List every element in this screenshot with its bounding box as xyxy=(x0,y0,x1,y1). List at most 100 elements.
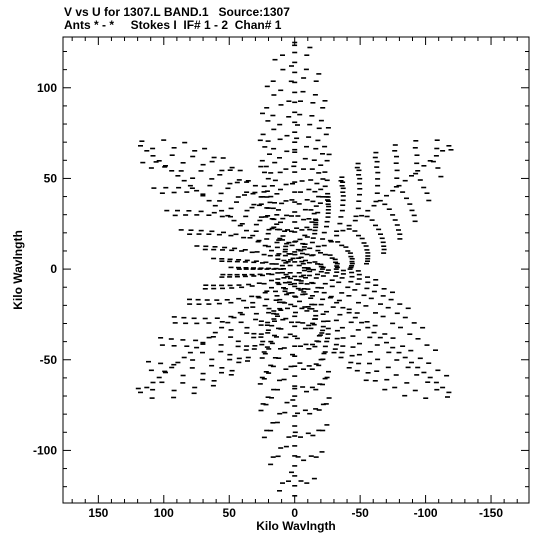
uv-point xyxy=(227,276,233,278)
uv-point xyxy=(257,383,263,385)
uv-point xyxy=(305,306,311,308)
uv-point xyxy=(375,178,381,180)
uv-point xyxy=(289,292,295,294)
y-tick-label: 100 xyxy=(37,81,57,95)
uv-point xyxy=(242,194,247,196)
uv-point xyxy=(261,378,267,380)
uv-point xyxy=(270,114,276,117)
uv-point xyxy=(263,216,269,218)
uv-point xyxy=(243,268,249,270)
uv-point xyxy=(281,277,287,279)
uv-point xyxy=(292,387,298,390)
uv-point xyxy=(349,354,355,357)
uv-point xyxy=(252,191,258,194)
uv-point xyxy=(284,134,290,137)
uv-point xyxy=(206,336,212,339)
uv-point xyxy=(380,295,386,297)
uv-point xyxy=(307,228,313,231)
uv-point xyxy=(236,259,242,261)
uv-point xyxy=(228,215,233,218)
uv-point xyxy=(402,316,408,319)
uv-point xyxy=(289,230,294,233)
uv-point xyxy=(219,169,225,172)
uv-point xyxy=(228,234,234,237)
uv-point xyxy=(284,242,290,245)
uv-point xyxy=(304,482,310,484)
uv-point xyxy=(209,230,215,233)
uv-point xyxy=(438,175,444,178)
uv-point xyxy=(390,337,396,339)
x-tick-label: 150 xyxy=(88,506,108,520)
uv-point xyxy=(210,336,216,338)
uv-point xyxy=(320,266,326,269)
uv-point xyxy=(397,238,403,240)
uv-point xyxy=(298,280,304,282)
uv-point xyxy=(290,257,296,260)
uv-point xyxy=(311,159,317,161)
uv-point xyxy=(313,291,319,293)
uv-point xyxy=(409,209,415,212)
axis-ticks: 150 100 50 0 -50 -100 -150 100 50 0 -50 -100 xyxy=(33,37,529,520)
uv-point xyxy=(302,208,308,211)
uv-point xyxy=(415,170,421,172)
uv-point xyxy=(331,351,337,354)
uv-point xyxy=(275,228,280,231)
uv-point xyxy=(265,321,271,324)
uv-point xyxy=(284,150,290,153)
uv-point xyxy=(396,184,402,187)
uv-point xyxy=(186,210,192,212)
uv-point xyxy=(372,380,378,382)
uv-point xyxy=(433,381,439,384)
uv-point xyxy=(296,272,302,274)
uv-point xyxy=(277,307,283,310)
uv-point xyxy=(340,345,346,347)
uv-point xyxy=(440,150,446,152)
uv-point xyxy=(346,295,352,297)
uv-point xyxy=(278,268,284,270)
uv-point xyxy=(322,282,328,285)
uv-point xyxy=(322,185,328,188)
uv-point xyxy=(267,153,272,155)
uv-point xyxy=(259,343,265,346)
uv-point xyxy=(209,160,215,163)
uv-point xyxy=(393,374,399,376)
uv-point xyxy=(292,405,298,407)
uv-point xyxy=(369,219,375,221)
uv-point xyxy=(260,133,266,136)
uv-point xyxy=(187,351,193,354)
uv-point xyxy=(320,153,325,155)
uv-point xyxy=(318,263,324,266)
uv-point xyxy=(308,297,314,299)
uv-point xyxy=(261,253,267,256)
uv-point xyxy=(319,287,324,289)
uv-point xyxy=(279,202,285,205)
uv-point xyxy=(196,303,202,305)
uv-point xyxy=(237,311,243,314)
uv-point xyxy=(292,315,298,318)
uv-point xyxy=(235,340,241,343)
uv-point xyxy=(263,371,269,373)
uv-point xyxy=(301,459,307,462)
uv-point xyxy=(324,376,330,379)
uv-point xyxy=(365,281,371,284)
uv-point xyxy=(386,351,392,354)
uv-point xyxy=(236,357,242,360)
uv-point xyxy=(434,139,440,141)
uv-point xyxy=(315,249,321,252)
uv-point xyxy=(276,253,282,255)
uv-point xyxy=(373,224,378,227)
uv-point xyxy=(346,308,352,311)
uv-point xyxy=(340,181,346,183)
uv-point xyxy=(361,242,367,244)
uv-point xyxy=(274,295,280,297)
uv-point xyxy=(273,299,279,301)
uv-point xyxy=(318,188,324,191)
uv-point xyxy=(200,194,206,197)
uv-point xyxy=(257,219,263,222)
uv-point xyxy=(183,214,189,216)
uv-point xyxy=(286,292,292,294)
uv-point xyxy=(303,343,309,346)
uv-point xyxy=(295,456,301,458)
uv-point xyxy=(309,386,315,389)
uv-point xyxy=(301,77,307,79)
